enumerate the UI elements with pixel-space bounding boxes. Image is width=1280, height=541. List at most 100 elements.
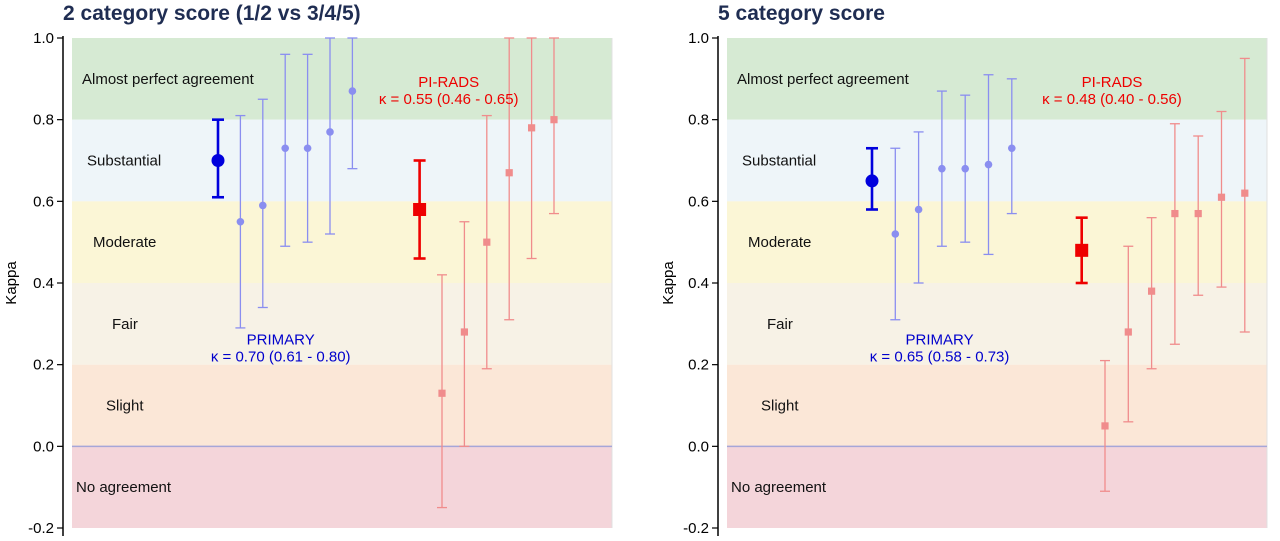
reader-marker <box>1101 422 1109 430</box>
data-point <box>890 147 901 321</box>
data-point <box>504 37 515 321</box>
reader-marker <box>438 389 446 397</box>
band-label: Almost perfect agreement <box>82 71 255 88</box>
band-label: Slight <box>761 398 799 415</box>
data-point <box>1239 57 1250 333</box>
data-point <box>459 221 470 447</box>
data-point <box>211 118 225 199</box>
reader-marker <box>348 87 357 95</box>
data-point <box>413 159 427 260</box>
data-point <box>1146 217 1157 370</box>
agreement-band <box>727 364 1267 447</box>
reader-marker <box>483 238 491 246</box>
data-point <box>1006 78 1017 215</box>
y-tick-label: 0.2 <box>688 357 709 374</box>
agreement-band <box>72 446 612 528</box>
data-point <box>1193 135 1204 296</box>
summary-marker <box>1075 243 1089 257</box>
data-point <box>983 74 994 256</box>
reader-marker <box>1194 209 1202 218</box>
y-tick-label: 0.6 <box>33 193 54 210</box>
annotation-text: PRIMARY <box>906 331 974 348</box>
summary-marker <box>865 174 879 188</box>
y-tick-label: -0.2 <box>683 520 709 537</box>
band-label: Slight <box>106 398 144 415</box>
band-label: No agreement <box>731 479 827 496</box>
agreement-band <box>72 38 612 120</box>
data-point <box>865 146 879 211</box>
data-point <box>257 98 268 309</box>
data-point <box>1100 359 1110 492</box>
chart-panel-2: Almost perfect agreement Substantial Moder… <box>660 2 1268 537</box>
band-label: Fair <box>112 316 138 333</box>
agreement-band <box>72 119 612 202</box>
annotation-text: PI-RADS <box>418 74 479 91</box>
annotation-text: PI-RADS <box>1082 74 1143 91</box>
reader-marker <box>303 144 312 153</box>
reader-marker <box>550 116 558 124</box>
y-tick-label: 0.4 <box>688 275 709 292</box>
annotation-text: κ = 0.70 (0.61 - 0.80) <box>211 348 351 365</box>
agreement-band <box>727 38 1267 120</box>
reader-marker <box>505 169 513 177</box>
reader-marker <box>1148 287 1156 295</box>
data-point <box>1075 216 1089 285</box>
data-point <box>1169 123 1180 345</box>
agreement-band <box>72 283 612 365</box>
reader-marker <box>1008 144 1016 153</box>
y-tick-label: 1.0 <box>33 30 54 47</box>
reader-marker <box>984 160 993 169</box>
summary-marker <box>211 154 225 167</box>
y-tick-label: 0.2 <box>33 357 54 374</box>
band-label: Almost perfect agreement <box>737 71 910 88</box>
data-point <box>1123 245 1134 423</box>
data-point <box>325 37 335 235</box>
data-point <box>481 114 492 370</box>
reader-marker <box>236 217 245 226</box>
agreement-band <box>727 119 1267 202</box>
reader-marker <box>961 164 969 173</box>
reader-marker <box>281 144 290 153</box>
y-axis-label: Kappa <box>3 261 20 305</box>
data-point <box>549 37 559 215</box>
band-label: Substantial <box>87 153 161 170</box>
reader-marker <box>1241 189 1249 197</box>
reader-marker <box>1171 209 1179 218</box>
y-tick-label: 0.0 <box>33 438 54 455</box>
data-point <box>437 274 447 509</box>
data-point <box>280 53 291 247</box>
chart-title: 2 category score (1/2 vs 3/4/5) <box>63 2 361 25</box>
y-tick-label: 0.6 <box>688 193 709 210</box>
agreement-band <box>72 201 612 283</box>
agreement-band <box>727 283 1267 365</box>
reader-marker <box>1124 328 1132 336</box>
reader-marker <box>914 205 923 214</box>
chart-panel-1: Almost perfect agreement Substantial Moder… <box>3 2 613 537</box>
band-label: Substantial <box>742 153 816 170</box>
reader-marker <box>259 201 267 210</box>
y-tick-label: 0.4 <box>33 275 54 292</box>
annotation-text: κ = 0.55 (0.46 - 0.65) <box>379 91 519 108</box>
chart-title: 5 category score <box>718 2 885 25</box>
band-label: Moderate <box>93 234 156 251</box>
reader-marker <box>460 328 468 336</box>
reader-marker <box>528 124 536 132</box>
data-point <box>526 37 537 260</box>
agreement-band <box>727 446 1267 528</box>
data-point <box>913 131 924 284</box>
data-point <box>960 94 971 243</box>
band-label: Moderate <box>748 234 811 251</box>
annotation-text: PRIMARY <box>247 331 315 348</box>
y-tick-label: 1.0 <box>688 30 709 47</box>
summary-marker <box>413 203 427 216</box>
reader-marker <box>938 164 946 173</box>
data-point <box>235 114 246 329</box>
agreement-band <box>72 364 612 447</box>
annotation-text: κ = 0.65 (0.58 - 0.73) <box>870 348 1010 365</box>
y-tick-label: -0.2 <box>28 520 54 537</box>
y-axis-label: Kappa <box>660 261 677 305</box>
y-tick-label: 0.8 <box>688 112 709 129</box>
annotation-text: κ = 0.48 (0.40 - 0.56) <box>1042 91 1182 108</box>
y-tick-label: 0.0 <box>688 438 709 455</box>
